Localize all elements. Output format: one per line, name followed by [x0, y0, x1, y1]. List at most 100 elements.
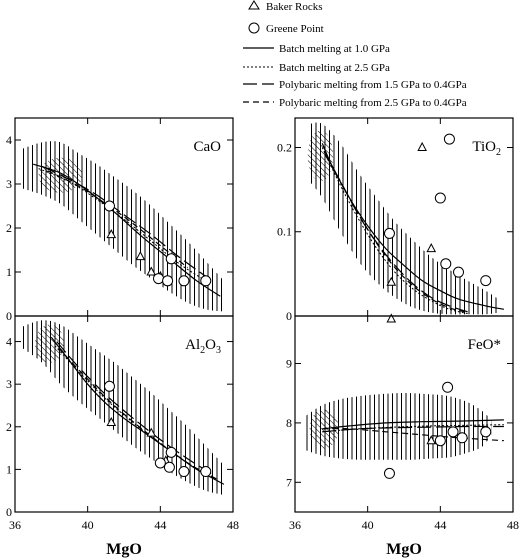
- greene-point-marker: [178, 466, 190, 478]
- y-tick-label: 4: [6, 335, 12, 349]
- source-region: [34, 324, 65, 363]
- greene-point-marker: [447, 426, 459, 438]
- panel-title: TiO2: [472, 139, 501, 158]
- baker-rocks-marker: [386, 313, 397, 323]
- greene-point-marker: [163, 461, 175, 473]
- legend-label: Greene Point: [266, 23, 324, 35]
- dotted-model-line: [321, 147, 468, 314]
- baker-rocks-marker: [106, 229, 117, 239]
- greene-point-marker: [165, 446, 177, 458]
- greene-point-marker: [383, 227, 395, 239]
- greene-point-marker: [165, 253, 177, 265]
- baker-rocks-marker: [106, 416, 117, 427]
- baker-rocks-marker: [426, 243, 437, 253]
- panel-feo: 7 8 9 36 40 44 48 MgO FeO*: [286, 313, 519, 558]
- shortdash-model-line: [47, 170, 188, 269]
- greene-point-marker: [443, 133, 455, 145]
- legend: Baker Rocks Greene Point Batch melting a…: [243, 0, 467, 109]
- y-tick-label: 9: [286, 357, 292, 371]
- legend-entry-polybaric-1-5: Polybaric melting from 1.5 GPa to 0.4GPa: [243, 79, 467, 91]
- y-tick-label: 0: [286, 309, 292, 323]
- triangle-marker-icon: [248, 0, 260, 10]
- y-tick-label: 8: [286, 416, 292, 430]
- greene-point-marker: [434, 435, 446, 447]
- greene-point-marker: [434, 192, 446, 204]
- y-tick-label: 0.1: [277, 225, 292, 239]
- y-tick-label: 2: [6, 221, 12, 235]
- y-tick-label: 3: [6, 177, 12, 191]
- baker-rocks-marker: [386, 276, 397, 286]
- greene-point-marker: [178, 275, 190, 287]
- longdash-model-line: [42, 165, 207, 277]
- y-tick-label: 1: [6, 462, 12, 476]
- legend-entry-batch-1gpa: Batch melting at 1.0 GPa: [243, 43, 390, 55]
- x-tick-label: 40: [362, 518, 374, 532]
- shortdash-model-line: [325, 155, 470, 314]
- baker-rocks-marker: [146, 427, 157, 437]
- x-tick-label: 36: [289, 518, 301, 532]
- y-tick-label: 0.2: [277, 140, 292, 154]
- panel-frame: [294, 315, 514, 513]
- y-tick-label: 2: [6, 420, 12, 434]
- solid-model-line: [33, 163, 221, 297]
- x-tick-label: 44: [434, 518, 446, 532]
- panel-title: FeO*: [468, 337, 501, 353]
- legend-entry-baker-rocks: Baker Rocks: [248, 0, 323, 13]
- y-tick-label: 4: [6, 133, 12, 147]
- panel-cao: 0 1 2 3 4 CaO: [6, 117, 234, 323]
- uncertainty-band: [309, 122, 499, 315]
- y-tick-label: 0: [6, 309, 12, 323]
- panel-frame: [14, 315, 234, 513]
- greene-point-marker: [162, 275, 174, 287]
- x-axis-label: MgO: [106, 541, 142, 558]
- greene-point-marker: [480, 426, 492, 438]
- baker-rocks-marker: [135, 251, 146, 261]
- legend-label: Baker Rocks: [266, 1, 323, 13]
- x-tick-label: 48: [227, 518, 239, 532]
- plot-area: [304, 393, 504, 460]
- circle-marker-icon: [248, 22, 260, 34]
- plot-area: [307, 122, 505, 315]
- legend-entry-polybaric-2-5: Polybaric melting from 2.5 GPa to 0.4GPa: [243, 97, 467, 109]
- greene-point-marker: [480, 275, 492, 287]
- greene-point-marker: [442, 381, 454, 393]
- greene-point-marker: [103, 380, 115, 392]
- legend-entry-greene-point: Greene Point: [248, 22, 324, 35]
- legend-entry-batch-2-5gpa: Batch melting at 2.5 GPa: [243, 62, 390, 74]
- x-axis-label: MgO: [386, 541, 422, 558]
- greene-point-marker: [153, 273, 165, 285]
- panel-title: CaO: [194, 139, 222, 155]
- legend-label: Batch melting at 2.5 GPa: [279, 62, 390, 74]
- greene-point-marker: [456, 432, 468, 444]
- panel-tio2: 0 0.1 0.2 TiO2: [277, 117, 514, 323]
- legend-label: Polybaric melting from 1.5 GPa to 0.4GPa: [279, 79, 467, 91]
- legend-label: Polybaric melting from 2.5 GPa to 0.4GPa: [279, 97, 467, 109]
- panel-al2o3: 0 1 2 3 4 36 40 44 48 MgO Al2O3: [6, 315, 239, 558]
- baker-rocks-marker: [146, 266, 157, 276]
- greene-point-marker: [154, 457, 166, 469]
- legend-label: Batch melting at 1.0 GPa: [279, 43, 390, 55]
- greene-point-marker: [200, 275, 212, 287]
- x-tick-label: 36: [9, 518, 21, 532]
- greene-point-marker: [383, 467, 395, 479]
- source-region: [307, 130, 334, 182]
- x-tick-label: 44: [154, 518, 166, 532]
- shortdash-model-line: [58, 347, 219, 481]
- plot-area: [22, 141, 224, 312]
- y-tick-label: 0: [6, 505, 12, 519]
- greene-point-marker: [453, 266, 464, 278]
- y-tick-label: 3: [6, 377, 12, 391]
- x-tick-label: 40: [82, 518, 94, 532]
- baker-rocks-marker: [426, 435, 437, 445]
- panel-title: Al2O3: [185, 337, 221, 356]
- y-tick-label: 7: [286, 475, 292, 489]
- greene-point-marker: [200, 466, 212, 478]
- y-tick-label: 1: [6, 265, 12, 279]
- x-tick-label: 48: [507, 518, 519, 532]
- greene-point-marker: [103, 200, 115, 212]
- longdash-model-line: [56, 341, 216, 477]
- solid-model-line: [322, 419, 504, 430]
- greene-point-marker: [440, 258, 452, 270]
- baker-rocks-marker: [417, 141, 428, 151]
